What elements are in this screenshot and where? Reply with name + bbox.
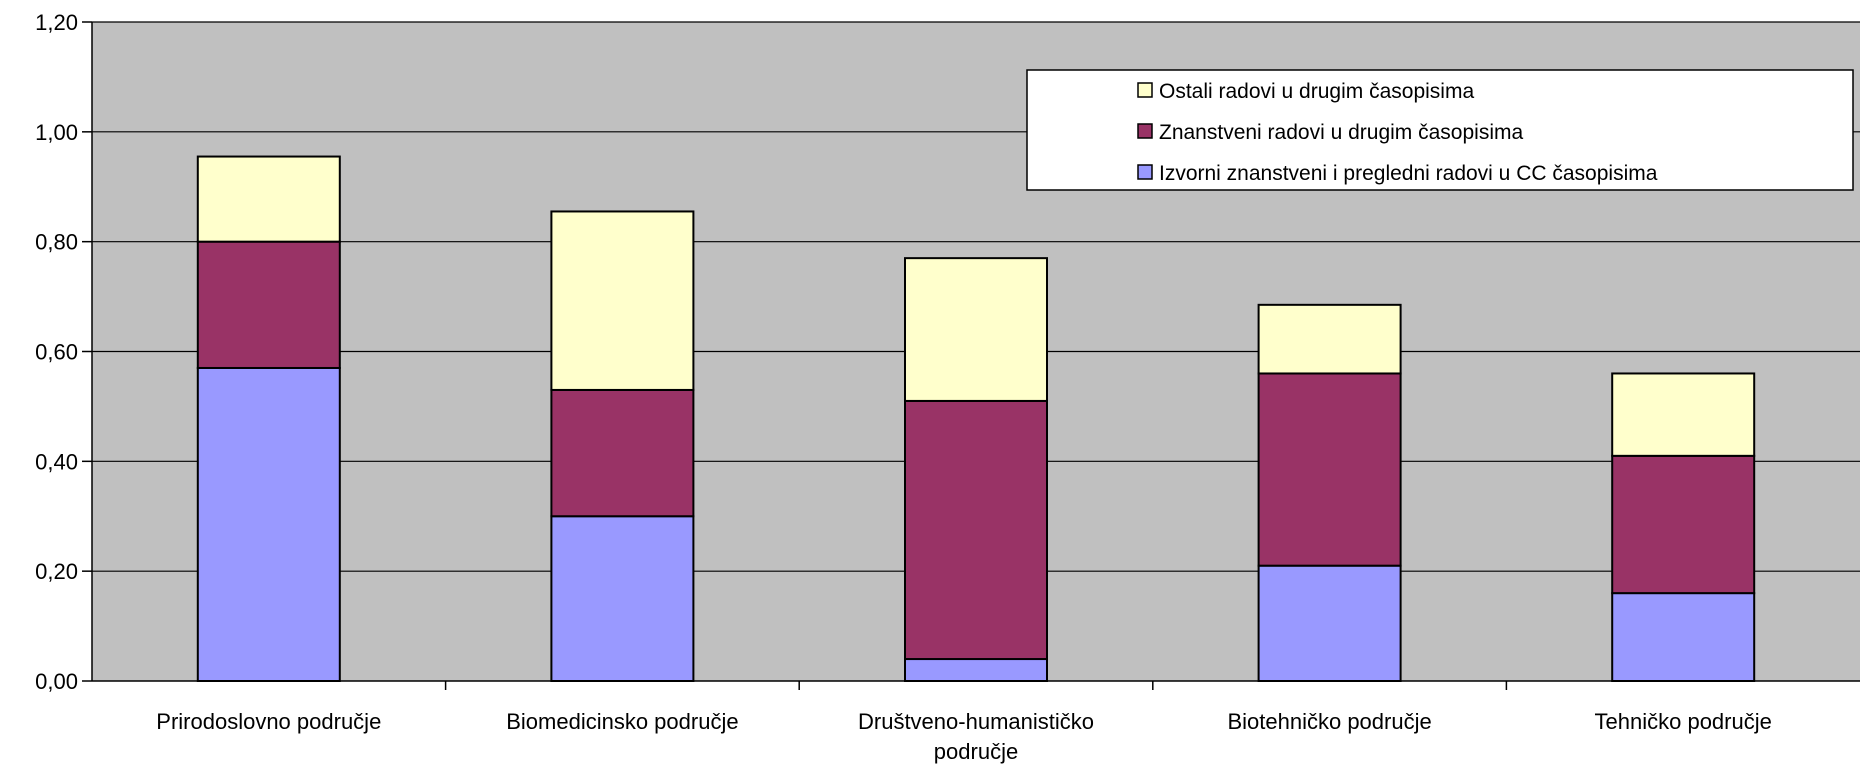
- y-tick-label: 0,40: [35, 449, 78, 474]
- bar-segment: [550, 515, 695, 682]
- bar-segment: [1611, 454, 1756, 595]
- bar-segment: [1611, 592, 1756, 683]
- x-axis-labels: Prirodoslovno područje Biomedicinsko podr…: [156, 709, 1772, 764]
- bar-segment: [1257, 564, 1402, 682]
- y-tick-label: 0,80: [35, 230, 78, 255]
- y-tick-label: 1,00: [35, 120, 78, 145]
- y-tick-label: 0,00: [35, 669, 78, 694]
- x-tick-label: Društveno-humanističko područje: [858, 709, 1094, 764]
- legend: Ostali radovi u drugim časopisima Znanstv…: [1026, 69, 1854, 191]
- legend-label: Znanstveni radovi u drugim časopisima: [1159, 121, 1523, 144]
- bar-segment: [196, 240, 341, 369]
- bar-segment: [550, 388, 695, 518]
- x-tick-label: Biomedicinsko područje: [506, 709, 738, 734]
- legend-swatch: [1137, 164, 1153, 180]
- y-tick-label: 0,20: [35, 559, 78, 584]
- y-tick-label: 0,60: [35, 340, 78, 365]
- bar-segment: [550, 210, 695, 391]
- y-tick-label: 1,20: [35, 10, 78, 35]
- legend-label: Izvorni znanstveni i pregledni radovi u …: [1159, 162, 1658, 185]
- bar-segment: [196, 155, 341, 243]
- x-tick-label: Prirodoslovno područje: [156, 709, 381, 734]
- x-tick-label: Biotehničko područje: [1227, 709, 1431, 734]
- legend-swatch: [1137, 82, 1153, 98]
- bar-segment: [1611, 372, 1756, 457]
- legend-swatch: [1137, 123, 1153, 139]
- bar-segment: [904, 399, 1048, 661]
- x-tick-label: Tehničko područje: [1595, 709, 1772, 734]
- bars: [196, 155, 1756, 683]
- y-axis-ticks: 0,00 0,20 0,40 0,60 0,80 1,00 1,20: [35, 10, 92, 694]
- legend-box: [1026, 69, 1854, 191]
- bar-segment: [196, 366, 341, 682]
- bar-segment: [1257, 303, 1402, 375]
- bar-segment: [904, 658, 1048, 682]
- bar-segment: [904, 257, 1048, 402]
- legend-label: Ostali radovi u drugim časopisima: [1159, 80, 1474, 103]
- bar-segment: [1257, 372, 1402, 567]
